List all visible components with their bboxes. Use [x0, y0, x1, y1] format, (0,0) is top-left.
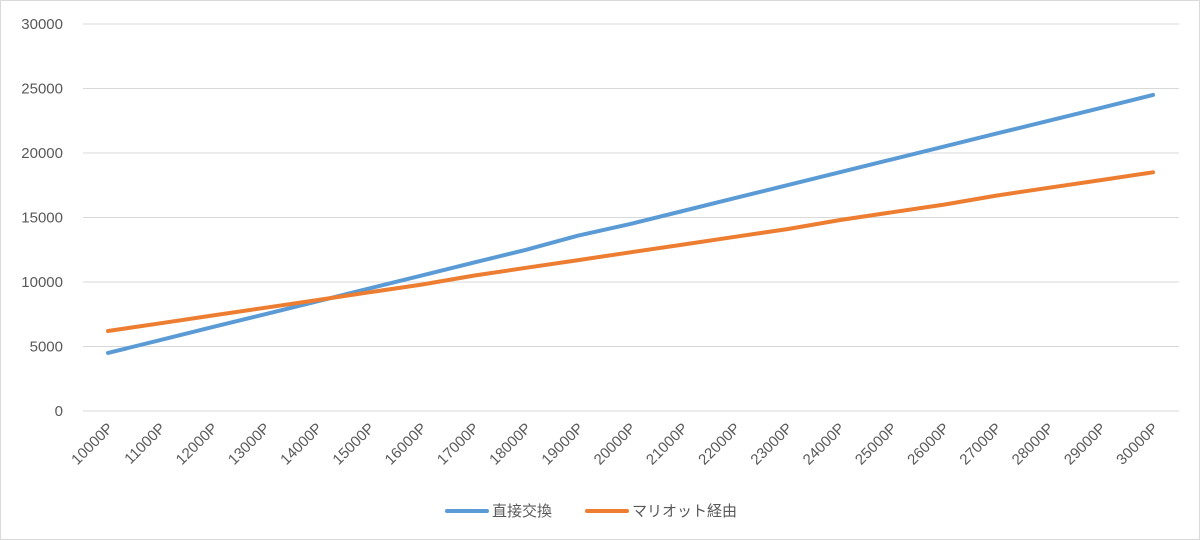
- y-tick-label: 20000: [21, 145, 63, 162]
- x-tick-label: 16000P: [382, 420, 431, 469]
- y-tick-label: 10000: [21, 274, 63, 291]
- x-tick-label: 12000P: [173, 420, 222, 469]
- y-tick-label: 15000: [21, 210, 63, 227]
- x-tick-label: 27000P: [956, 420, 1005, 469]
- x-tick-label: 17000P: [434, 420, 483, 469]
- y-tick-label: 25000: [21, 81, 63, 98]
- y-tick-label: 5000: [30, 339, 63, 356]
- x-tick-label: 29000P: [1061, 420, 1110, 469]
- y-tick-label: 30000: [21, 16, 63, 33]
- x-axis-tick-labels: 10000P 11000P 12000P 13000P 14000P 15000P 1600…: [68, 420, 1162, 469]
- x-tick-label: 28000P: [1009, 420, 1058, 469]
- x-tick-label: 25000P: [852, 420, 901, 469]
- x-tick-label: 19000P: [538, 420, 587, 469]
- x-tick-label: 14000P: [277, 420, 326, 469]
- gridlines: [83, 23, 1179, 412]
- x-tick-label: 24000P: [800, 420, 849, 469]
- x-tick-label: 18000P: [486, 420, 535, 469]
- x-tick-label: 21000P: [643, 420, 692, 469]
- legend-label-2: マリオット経由: [632, 502, 737, 520]
- x-tick-label: 10000P: [68, 420, 117, 469]
- x-tick-label: 30000P: [1113, 420, 1162, 469]
- y-axis-tick-labels: 0 5000 10000 15000 20000 25000 30000: [21, 16, 63, 420]
- x-tick-label: 26000P: [904, 420, 953, 469]
- x-tick-label: 11000P: [121, 420, 169, 468]
- series-line-1: [106, 92, 1155, 355]
- series-line-2: [106, 170, 1155, 333]
- x-tick-label: 22000P: [695, 420, 744, 469]
- x-tick-label: 13000P: [225, 420, 274, 469]
- y-tick-label: 0: [55, 403, 63, 420]
- legend: 直接交換 マリオット経由: [445, 502, 737, 520]
- x-tick-label: 20000P: [591, 420, 640, 469]
- series-lines: [106, 92, 1155, 355]
- x-tick-label: 15000P: [329, 420, 378, 469]
- legend-label-1: 直接交換: [492, 502, 552, 520]
- x-tick-label: 23000P: [747, 420, 796, 469]
